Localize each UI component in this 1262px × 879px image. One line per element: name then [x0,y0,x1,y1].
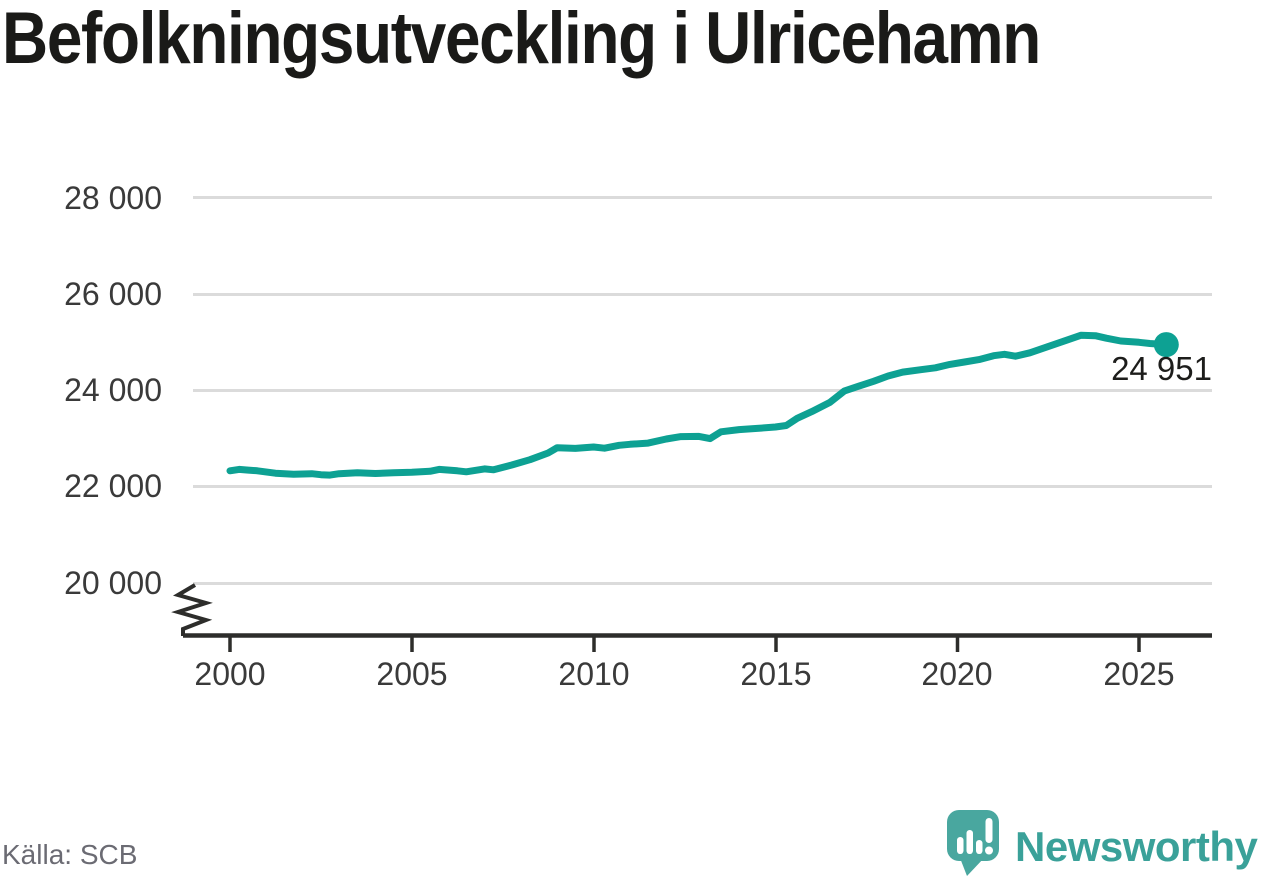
x-tick-label: 2020 [921,656,993,692]
newsworthy-wordmark: Newsworthy [1015,823,1258,870]
y-tick-label: 22 000 [64,468,162,504]
axis-break-icon [171,583,213,636]
x-tick-label: 2025 [1103,656,1175,692]
x-tick-label: 2010 [558,656,630,692]
x-tick-label: 2015 [740,656,812,692]
gridline-26000 [193,293,1212,296]
newsworthy-speech-bubble-chart-icon [947,810,999,876]
gridline-28000 [193,196,1212,199]
y-tick-label: 24 000 [64,372,162,408]
population-line-series [226,331,1170,479]
y-tick-label: 28 000 [64,180,162,216]
y-tick-label: 26 000 [64,276,162,312]
chart-title: Befolkningsutveckling i Ulricehamn [2,0,1041,79]
gridline-22000 [193,485,1212,488]
x-axis-ticks [228,636,1141,652]
x-tick-label: 2005 [376,656,448,692]
last-value-label: 24 951 [1111,350,1212,387]
y-tick-label: 20 000 [64,565,162,601]
source-credit: Källa: SCB [2,839,138,870]
newsworthy-logo[interactable]: Newsworthy [946,808,1258,878]
x-tick-label: 2000 [194,656,266,692]
gridline-24000 [193,389,1212,392]
gridline-20000 [193,582,1212,585]
